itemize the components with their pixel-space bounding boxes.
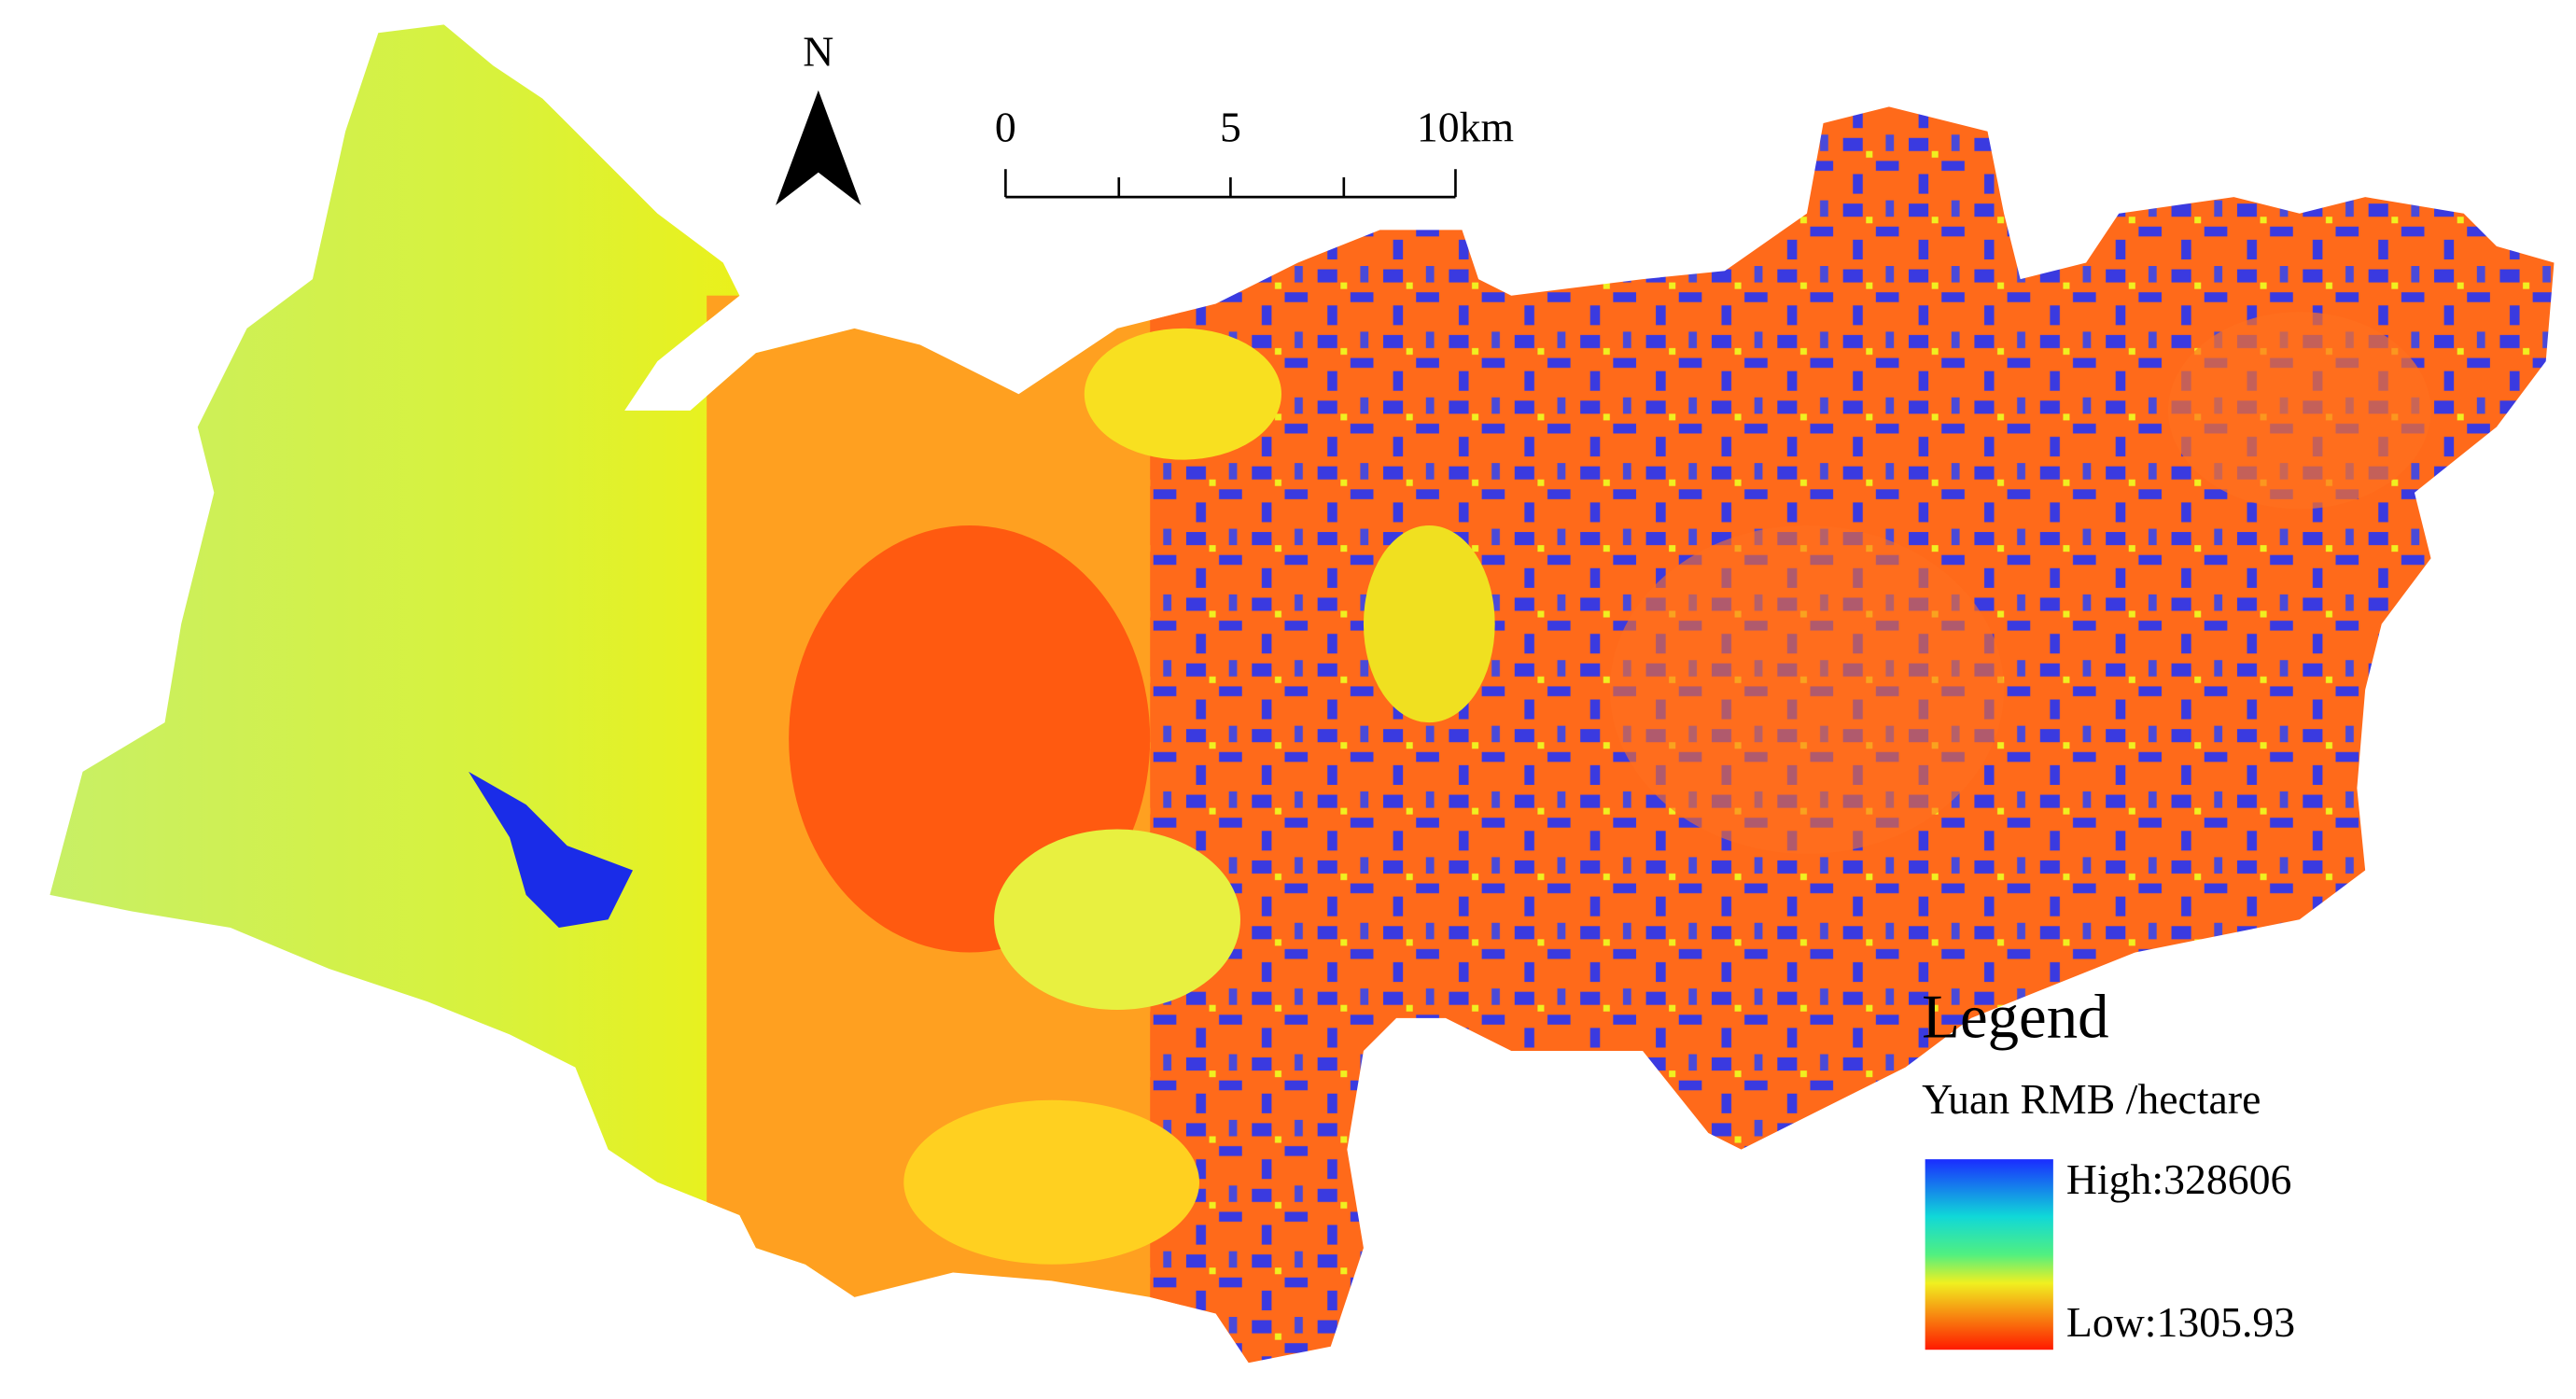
- legend-title: Legend: [1922, 982, 2108, 1051]
- legend-color-ramp: [1925, 1159, 2053, 1350]
- scale-label: 0: [995, 103, 1016, 150]
- legend-low: Low:1305.93: [2066, 1298, 2295, 1346]
- north-label: N: [803, 27, 833, 75]
- legend-high: High:328606: [2066, 1155, 2291, 1203]
- legend: Legend Yuan RMB /hectare High:328606 Low…: [1922, 982, 2295, 1350]
- scale-label: 5: [1220, 103, 1241, 150]
- north-arrow: N: [776, 27, 861, 205]
- scale-label: 10km: [1417, 103, 1514, 150]
- legend-unit: Yuan RMB /hectare: [1922, 1075, 2261, 1123]
- scale-bar: [1004, 169, 1457, 199]
